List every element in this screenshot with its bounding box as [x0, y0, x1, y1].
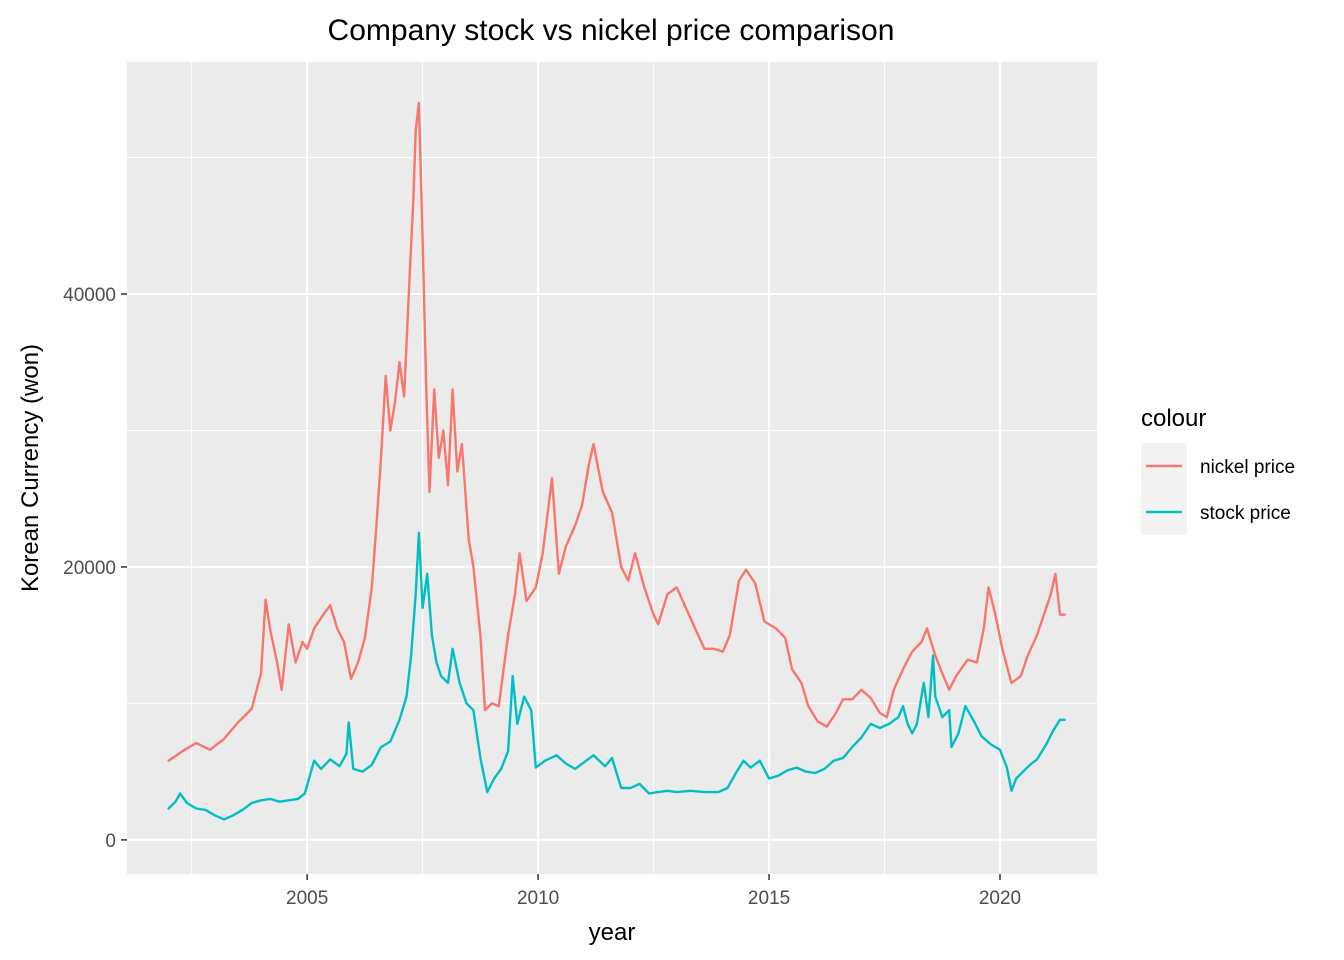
y-axis: 0 20000 40000	[63, 285, 127, 852]
y-axis-title: Korean Currency (won)	[17, 344, 44, 592]
legend-title: colour	[1141, 405, 1206, 432]
y-tick-label: 0	[105, 831, 116, 852]
plot-panel	[127, 62, 1097, 874]
x-tick-label: 2020	[979, 888, 1021, 909]
series-line-stock-price	[167, 531, 1066, 821]
legend: colour nickel price stock price	[1141, 405, 1295, 535]
grid-major	[127, 62, 1097, 874]
x-tick-label: 2010	[517, 888, 559, 909]
x-tick-label: 2005	[286, 888, 328, 909]
legend-label-stock-price: stock price	[1200, 503, 1291, 524]
series-layer	[167, 101, 1066, 821]
x-axis-title: year	[589, 919, 636, 946]
legend-key-background	[1141, 443, 1187, 535]
series-line-nickel-price	[167, 101, 1066, 762]
x-tick-label: 2015	[748, 888, 790, 909]
legend-label-nickel-price: nickel price	[1200, 457, 1295, 478]
y-tick-label: 40000	[63, 285, 116, 306]
y-tick-label: 20000	[63, 558, 116, 579]
x-axis: 2005 2010 2015 2020	[286, 874, 1021, 909]
chart-title: Company stock vs nickel price comparison	[328, 14, 895, 47]
legend-items: nickel price stock price	[1141, 443, 1295, 535]
